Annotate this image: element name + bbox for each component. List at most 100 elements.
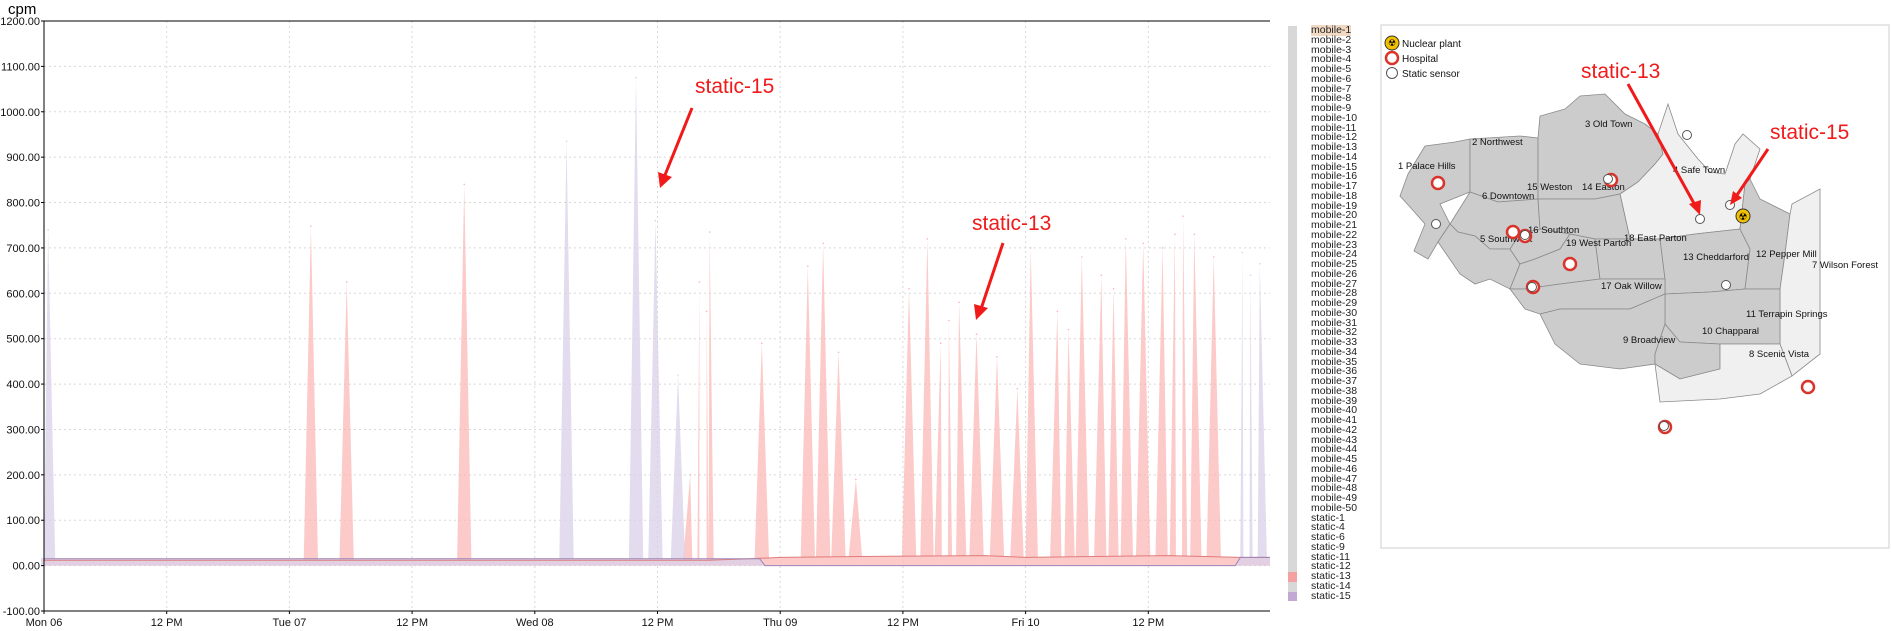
legend-item-mobile-39[interactable]: mobile-39 bbox=[1288, 395, 1368, 407]
legend-item-mobile-4[interactable]: mobile-4 bbox=[1288, 54, 1368, 65]
legend-item-mobile-31[interactable]: mobile-31 bbox=[1288, 317, 1368, 329]
legend-item-mobile-40[interactable]: mobile-40 bbox=[1288, 405, 1368, 416]
legend-item-mobile-25[interactable]: mobile-25 bbox=[1288, 259, 1368, 270]
peak-point-static-13 bbox=[698, 281, 701, 283]
legend-item-mobile-11[interactable]: mobile-11 bbox=[1288, 122, 1368, 134]
map-legend: ☢ Nuclear plant Hospital Static sensor bbox=[1384, 35, 1461, 80]
legend-item-mobile-1[interactable]: mobile-1 bbox=[1288, 25, 1368, 36]
legend-item-mobile-48[interactable]: mobile-48 bbox=[1288, 483, 1368, 494]
legend-item-mobile-47[interactable]: mobile-47 bbox=[1288, 473, 1368, 485]
legend-label: mobile-12 bbox=[1311, 131, 1358, 144]
legend-item-mobile-24[interactable]: mobile-24 bbox=[1288, 249, 1368, 260]
legend-item-mobile-45[interactable]: mobile-45 bbox=[1288, 453, 1368, 465]
legend-item-static-1[interactable]: static-1 bbox=[1288, 512, 1368, 524]
y-tick-label: 00.00 bbox=[12, 561, 40, 573]
legend-item-mobile-15[interactable]: mobile-15 bbox=[1288, 161, 1368, 173]
legend-swatch bbox=[1288, 377, 1297, 387]
peak-point-static-13 bbox=[822, 242, 824, 245]
legend-swatch bbox=[1288, 552, 1297, 563]
hospital-icon bbox=[1384, 50, 1400, 66]
region-label: 18 East Parton bbox=[1624, 233, 1687, 244]
legend-item-mobile-42[interactable]: mobile-42 bbox=[1288, 424, 1368, 436]
legend-item-mobile-34[interactable]: mobile-34 bbox=[1288, 346, 1368, 358]
callout-static-13: static-13 bbox=[1581, 60, 1660, 83]
legend-item-mobile-26[interactable]: mobile-26 bbox=[1288, 268, 1368, 280]
legend-item-mobile-43[interactable]: mobile-43 bbox=[1288, 434, 1368, 446]
legend-item-mobile-16[interactable]: mobile-16 bbox=[1288, 171, 1368, 182]
legend-item-static-12[interactable]: static-12 bbox=[1288, 560, 1368, 573]
legend-label: mobile-17 bbox=[1311, 180, 1358, 192]
legend-swatch bbox=[1288, 347, 1297, 358]
legend-item-mobile-44[interactable]: mobile-44 bbox=[1288, 444, 1368, 455]
peak-point-static-13 bbox=[1125, 238, 1127, 240]
legend-item-mobile-9[interactable]: mobile-9 bbox=[1288, 103, 1368, 114]
peak-point-static-13 bbox=[1142, 242, 1144, 245]
legend-item-mobile-17[interactable]: mobile-17 bbox=[1288, 180, 1368, 192]
annotation-arrow-static-13 bbox=[978, 242, 1005, 313]
legend-item-mobile-14[interactable]: mobile-14 bbox=[1288, 151, 1368, 163]
radiation-icon bbox=[1735, 208, 1751, 224]
chart-annotations: static-15 static-13 bbox=[658, 75, 1051, 320]
legend-item-mobile-12[interactable]: mobile-12 bbox=[1288, 131, 1368, 144]
legend-item-mobile-49[interactable]: mobile-49 bbox=[1288, 493, 1368, 504]
sensor-icon bbox=[1386, 67, 1398, 79]
legend-item-mobile-2[interactable]: mobile-2 bbox=[1288, 34, 1368, 46]
legend-item-mobile-21[interactable]: mobile-21 bbox=[1288, 220, 1368, 231]
legend-swatch bbox=[1288, 279, 1297, 290]
legend-item-mobile-46[interactable]: mobile-46 bbox=[1288, 463, 1368, 475]
legend-label: mobile-6 bbox=[1311, 72, 1352, 85]
legend-item-mobile-22[interactable]: mobile-22 bbox=[1288, 229, 1368, 241]
legend-item-mobile-27[interactable]: mobile-27 bbox=[1288, 278, 1368, 290]
legend-swatch bbox=[1288, 338, 1297, 348]
legend-item-mobile-38[interactable]: mobile-38 bbox=[1288, 384, 1368, 397]
peak-point-static-15 bbox=[1241, 251, 1244, 254]
sensor-icon bbox=[1682, 130, 1692, 140]
legend-item-mobile-20[interactable]: mobile-20 bbox=[1288, 209, 1368, 222]
legend-item-mobile-8[interactable]: mobile-8 bbox=[1288, 93, 1368, 104]
legend-item-static-14[interactable]: static-14 bbox=[1288, 580, 1368, 592]
legend-swatch bbox=[1288, 250, 1297, 260]
legend-label: mobile-45 bbox=[1311, 453, 1358, 465]
legend-item-mobile-3[interactable]: mobile-3 bbox=[1288, 43, 1368, 56]
legend-label: static-12 bbox=[1311, 560, 1351, 573]
legend-item-mobile-35[interactable]: mobile-35 bbox=[1288, 356, 1368, 368]
legend-item-mobile-32[interactable]: mobile-32 bbox=[1288, 327, 1368, 338]
series-baselines bbox=[44, 555, 1270, 567]
legend-item-mobile-33[interactable]: mobile-33 bbox=[1288, 337, 1368, 348]
legend-item-mobile-7[interactable]: mobile-7 bbox=[1288, 83, 1368, 95]
legend-swatch bbox=[1288, 221, 1297, 231]
legend-item-static-15[interactable]: static-15 bbox=[1288, 590, 1368, 602]
legend-swatch bbox=[1288, 484, 1297, 494]
peak-point-static-15 bbox=[635, 76, 637, 79]
legend-item-mobile-13[interactable]: mobile-13 bbox=[1288, 142, 1368, 153]
legend-item-static-4[interactable]: static-4 bbox=[1288, 522, 1368, 533]
legend-item-static-9[interactable]: static-9 bbox=[1288, 541, 1368, 553]
legend-swatch bbox=[1288, 35, 1297, 46]
sensor-markers bbox=[1431, 130, 1735, 431]
legend-item-mobile-28[interactable]: mobile-28 bbox=[1288, 288, 1368, 299]
legend-item-mobile-5[interactable]: mobile-5 bbox=[1288, 64, 1368, 75]
legend-item-mobile-36[interactable]: mobile-36 bbox=[1288, 366, 1368, 377]
peak-point-static-13 bbox=[760, 342, 763, 345]
legend-item-mobile-37[interactable]: mobile-37 bbox=[1288, 376, 1368, 387]
legend-item-mobile-41[interactable]: mobile-41 bbox=[1288, 415, 1368, 426]
legend-item-mobile-19[interactable]: mobile-19 bbox=[1288, 200, 1368, 212]
annotation-arrow-static-15 bbox=[661, 107, 694, 181]
legend-item-mobile-18[interactable]: mobile-18 bbox=[1288, 190, 1368, 202]
legend-label: mobile-38 bbox=[1311, 384, 1358, 397]
legend-item-static-11[interactable]: static-11 bbox=[1288, 551, 1368, 563]
legend-item-static-6[interactable]: static-6 bbox=[1288, 532, 1368, 543]
region-scenic-vista bbox=[1654, 343, 1793, 403]
legend-label: mobile-20 bbox=[1311, 209, 1358, 222]
legend-item-mobile-23[interactable]: mobile-23 bbox=[1288, 239, 1368, 251]
legend-item-mobile-6[interactable]: mobile-6 bbox=[1288, 72, 1368, 85]
legend-item-mobile-50[interactable]: mobile-50 bbox=[1288, 502, 1368, 514]
legend-item-mobile-30[interactable]: mobile-30 bbox=[1288, 307, 1368, 319]
sensor-icon bbox=[1659, 421, 1669, 431]
peak-point-static-13 bbox=[1161, 247, 1164, 249]
legend-item-static-13[interactable]: static-13 bbox=[1288, 571, 1368, 582]
legend-item-mobile-10[interactable]: mobile-10 bbox=[1288, 112, 1368, 124]
map-legend-label: Hospital bbox=[1402, 54, 1438, 65]
legend-item-mobile-29[interactable]: mobile-29 bbox=[1288, 298, 1368, 309]
legend-label: mobile-3 bbox=[1311, 43, 1352, 56]
